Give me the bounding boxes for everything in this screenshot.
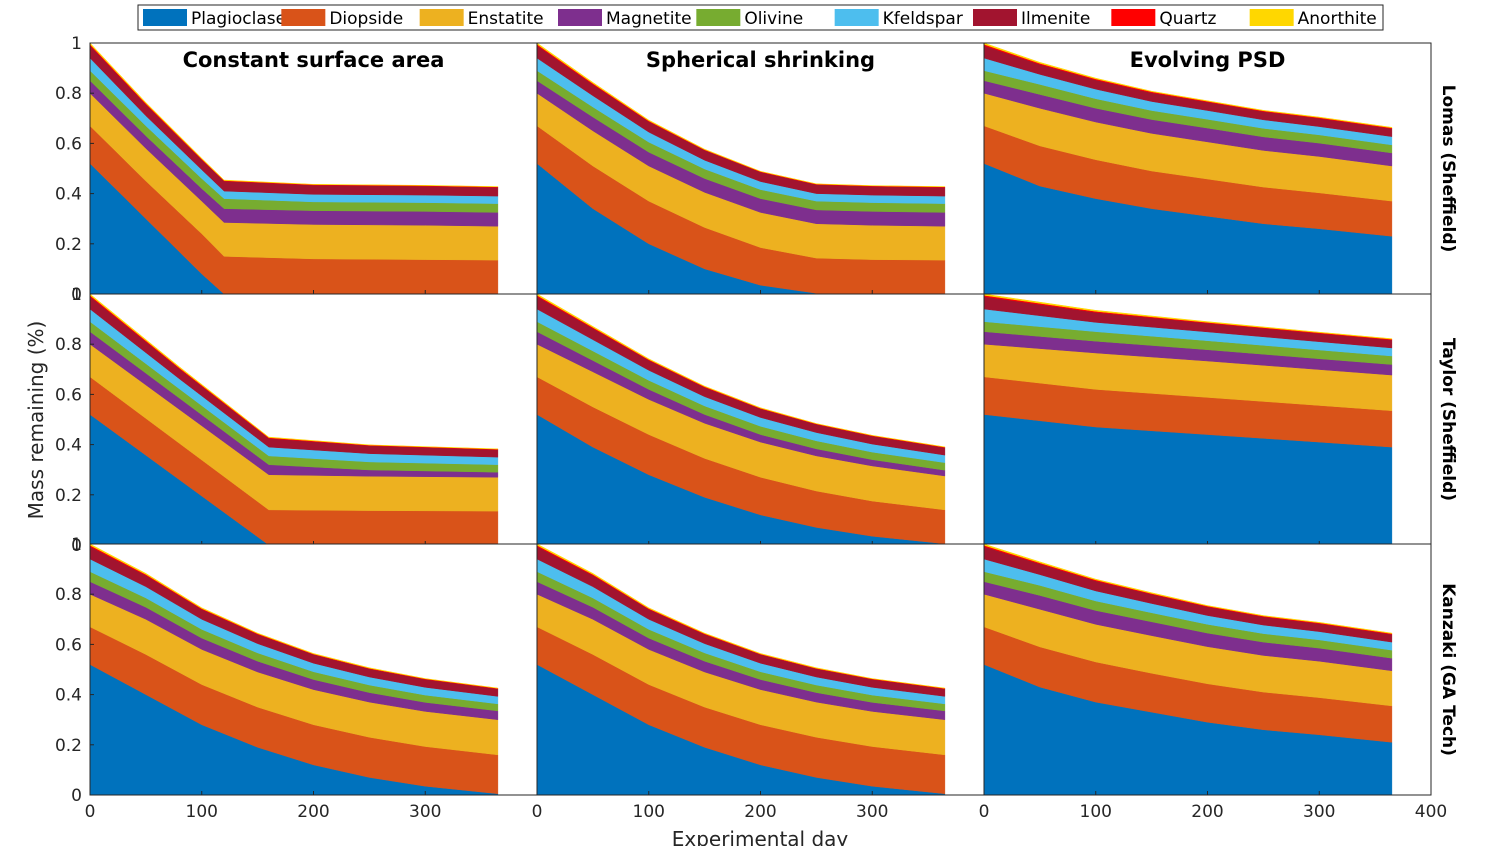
y-tick-label: 0.8: [55, 585, 82, 605]
panel-r1-c0: 0 0.2 0.4 0.6 0.8 1: [55, 285, 538, 556]
panel-r0-c1: Spherical shrinking: [536, 42, 985, 295]
area-anorthite: [983, 42, 1393, 129]
panel-r1-c2: Taylor (Sheffield): [983, 293, 1458, 546]
area-anorthite: [89, 42, 499, 188]
legend-swatch-plagioclase: [143, 9, 187, 26]
panel-r0-c0: 0 0.2 0.4 0.6 0.8 1 Constant surface area: [55, 34, 538, 305]
area-anorthite: [536, 293, 946, 448]
area-anorthite: [89, 543, 499, 689]
x-axis-label: Experimental day: [672, 827, 849, 846]
legend: Plagioclase Diopside Enstatite Magnetite Oli…: [137, 4, 1384, 31]
y-tick-label: 0: [71, 786, 82, 806]
column-title: Spherical shrinking: [646, 48, 875, 72]
x-tick-label: 100: [1080, 802, 1112, 822]
x-tick-label: 300: [1303, 802, 1335, 822]
legend-swatch-anorthite: [1249, 9, 1294, 26]
legend-swatch-olivine: [696, 9, 741, 26]
row-label: Lomas (Sheffield): [1438, 85, 1458, 253]
y-tick-label: 0.2: [55, 736, 82, 756]
y-tick-label: 0.8: [55, 84, 82, 104]
x-tick-label: 300: [409, 802, 441, 822]
legend-label-diopside: Diopside: [329, 9, 403, 29]
legend-label-olivine: Olivine: [744, 9, 803, 29]
y-tick-label: 0.4: [55, 185, 82, 205]
y-tick-label: 1: [71, 34, 82, 54]
x-tick-label: 100: [633, 802, 665, 822]
x-tick-label: 0: [979, 802, 990, 822]
x-tick-label: 0: [85, 802, 96, 822]
area-anorthite: [983, 543, 1393, 634]
legend-swatch-ilmenite: [973, 9, 1017, 26]
panel-r2-c1: 0 100 200 300: [532, 543, 985, 822]
x-tick-label: 100: [186, 802, 218, 822]
legend-label-quartz: Quartz: [1159, 9, 1216, 29]
row-label: Taylor (Sheffield): [1438, 338, 1458, 501]
x-tick-label: 300: [856, 802, 888, 822]
legend-swatch-kfeldspar: [834, 9, 879, 26]
y-tick-label: 1: [71, 535, 82, 555]
column-title: Constant surface area: [183, 48, 445, 72]
area-anorthite: [89, 293, 499, 450]
y-tick-label: 0.2: [55, 486, 82, 506]
y-tick-label: 0.2: [55, 235, 82, 255]
area-anorthite: [536, 543, 946, 689]
y-tick-label: 0.4: [55, 436, 82, 456]
y-tick-label: 0.4: [55, 686, 82, 706]
panel-r2-c0: 00.20.40.60.810 100 200 300: [55, 535, 538, 822]
x-tick-label: 200: [297, 802, 329, 822]
panel-r1-c1: [536, 293, 985, 546]
legend-label-ilmenite: Ilmenite: [1021, 9, 1090, 29]
legend-swatch-magnetite: [558, 9, 602, 26]
row-label: Kanzaki (GA Tech): [1438, 583, 1458, 756]
legend-label-plagioclase: Plagioclase: [191, 9, 286, 29]
legend-box: [137, 4, 1384, 31]
area-anorthite: [536, 42, 946, 188]
y-tick-label: 0: [71, 536, 82, 556]
panel-r0-c2: Evolving PSD Lomas (Sheffield): [983, 42, 1458, 295]
y-tick-label: 0.6: [55, 385, 82, 405]
legend-swatch-enstatite: [419, 9, 464, 26]
y-tick-label: 0: [71, 285, 82, 305]
y-tick-label: 0.8: [55, 335, 82, 355]
y-tick-label: 0.6: [55, 134, 82, 154]
legend-label-anorthite: Anorthite: [1298, 9, 1377, 29]
legend-label-enstatite: Enstatite: [468, 9, 544, 29]
legend-swatch-diopside: [281, 9, 326, 26]
y-axis-label: Mass remaining (%): [24, 321, 48, 520]
column-title: Evolving PSD: [1130, 48, 1286, 72]
legend-swatch-quartz: [1111, 9, 1156, 26]
x-tick-label: 200: [1191, 802, 1223, 822]
legend-label-kfeldspar: Kfeldspar: [883, 9, 963, 29]
area-anorthite: [983, 293, 1393, 340]
x-tick-label: 0: [532, 802, 543, 822]
y-tick-label: 1: [71, 285, 82, 305]
y-tick-label: 0.6: [55, 635, 82, 655]
legend-label-magnetite: Magnetite: [606, 9, 692, 29]
x-tick-label: 200: [744, 802, 776, 822]
x-tick-label: 400: [1415, 802, 1447, 822]
panel-r2-c2: 0 100 200 300 400 Kanzaki (GA Tech): [979, 543, 1458, 822]
